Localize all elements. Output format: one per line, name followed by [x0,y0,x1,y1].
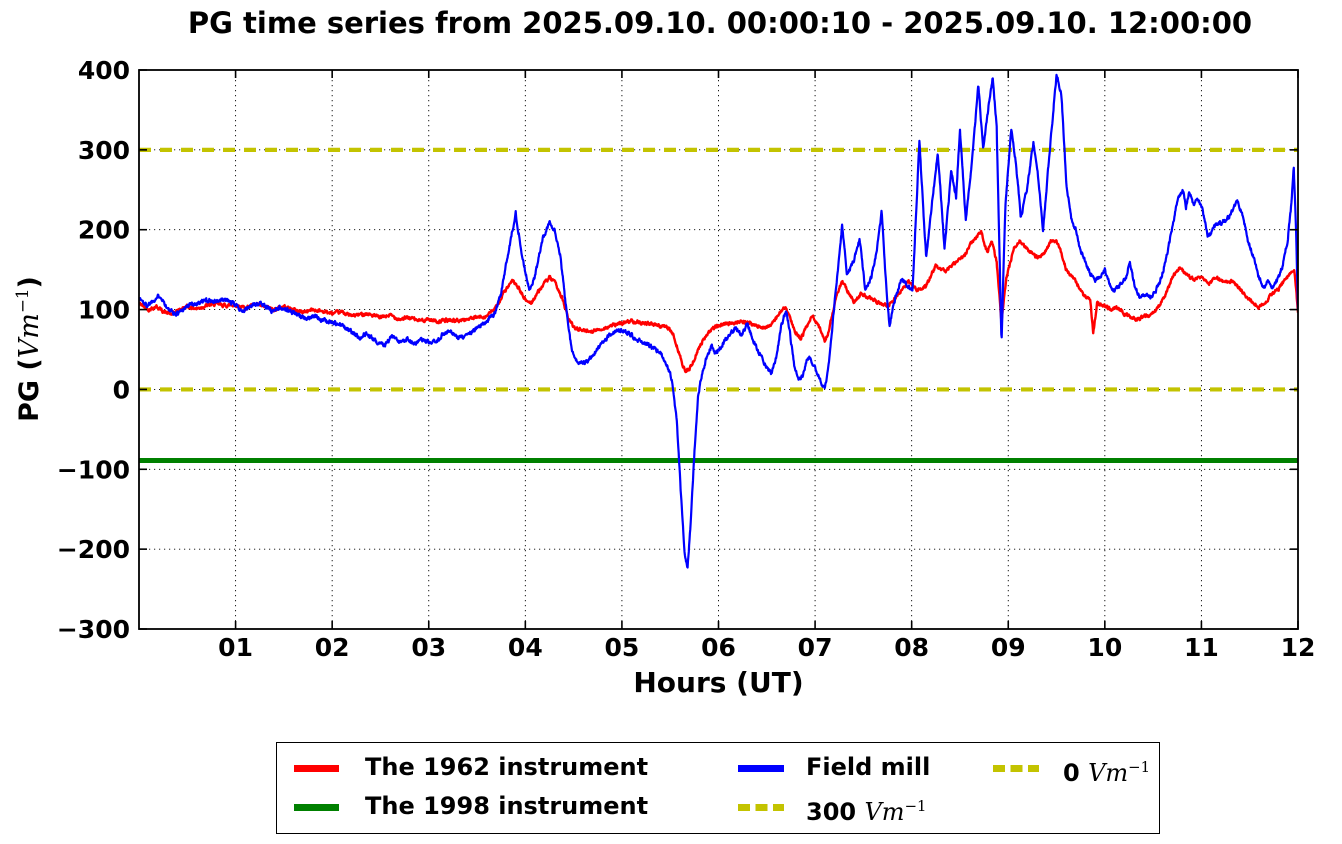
x-tick-label-03: 03 [411,633,446,662]
legend-box: The 1962 instrument The 1998 instrument … [276,742,1160,834]
legend-key-1962 [294,765,339,772]
y-tick-label-−300: −300 [57,615,130,644]
y-axis-label-prefix: PG ( [14,358,45,422]
legend-key-fieldmill [738,765,784,772]
legend-label-1962: The 1962 instrument [365,753,649,781]
y-axis-unit: Vm−1 [12,288,45,359]
series-field-mill [139,73,1298,569]
y-axis-label-suffix: ) [14,276,45,289]
y-tick-label-−100: −100 [57,455,130,484]
x-tick-label-11: 11 [1184,633,1219,662]
y-tick-label-100: 100 [78,296,130,325]
legend-key-0-line [993,765,1039,772]
x-tick-label-12: 12 [1281,633,1316,662]
x-tick-label-09: 09 [991,633,1026,662]
y-tick-label-200: 200 [78,216,130,245]
x-axis-label: Hours (UT) [633,666,804,699]
threshold-lines [139,147,1298,464]
legend-label-0-line: 0 Vm−1 [1063,758,1151,787]
chart-title: PG time series from 2025.09.10. 00:00:10… [187,6,1253,40]
legend-label-300-line: 300 Vm−1 [806,797,927,826]
legend-key-300-line [738,804,784,811]
x-tick-label-10: 10 [1087,633,1122,662]
x-tick-label-02: 02 [315,633,350,662]
y-axis-label: PG (Vm−1) [12,199,52,499]
x-tick-label-01: 01 [218,633,253,662]
y-tick-label-−200: −200 [57,535,130,564]
x-tick-label-08: 08 [894,633,929,662]
y-tick-label-300: 300 [78,136,130,165]
axis-ticks [139,69,1299,630]
series-the-1962-instrument [139,229,1298,374]
legend-label-1998: The 1998 instrument [365,792,649,820]
x-tick-label-04: 04 [508,633,543,662]
legend-label-fieldmill: Field mill [806,753,931,781]
legend-key-1998 [294,804,339,811]
y-tick-label-400: 400 [78,56,130,85]
x-tick-label-07: 07 [798,633,833,662]
tick-labels: 01 02 03 04 05 06 07 08 09 10 11 12 400 300 200 100 0 −10… [57,56,1316,662]
y-tick-label-0: 0 [113,375,130,404]
gridlines [139,70,1298,629]
x-tick-label-06: 06 [701,633,736,662]
x-tick-label-05: 05 [605,633,640,662]
